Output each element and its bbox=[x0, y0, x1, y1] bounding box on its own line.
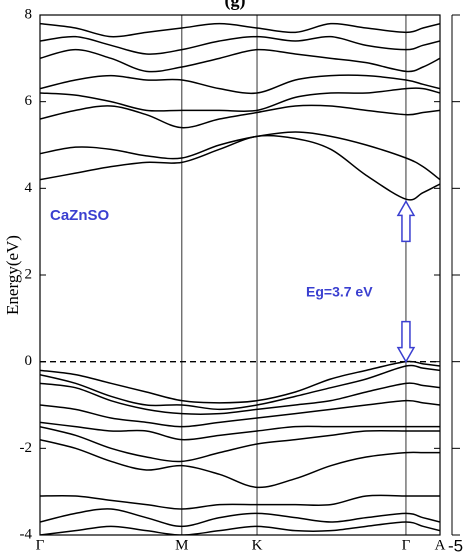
band-line bbox=[40, 425, 440, 463]
band-line bbox=[40, 104, 440, 129]
chart-title: (g) bbox=[225, 0, 246, 11]
y-axis-label: Energy(eV) bbox=[3, 235, 22, 315]
band-line bbox=[40, 521, 440, 535]
band-line bbox=[40, 134, 440, 201]
band-line bbox=[40, 48, 440, 73]
gap-arrow bbox=[396, 199, 416, 243]
compound-label: CaZnSO bbox=[50, 207, 110, 224]
gap-arrow bbox=[396, 320, 416, 364]
band-line bbox=[40, 399, 440, 428]
x-tick-label: K bbox=[252, 537, 263, 553]
band-line bbox=[40, 421, 440, 441]
band-line bbox=[40, 35, 440, 55]
x-tick-label: Γ bbox=[36, 537, 45, 553]
corner-text: -5 bbox=[448, 536, 463, 555]
y-tick-label: 4 bbox=[25, 180, 33, 196]
band-line bbox=[40, 22, 440, 38]
band-line bbox=[40, 494, 440, 510]
band-line bbox=[40, 438, 440, 489]
band-line bbox=[40, 508, 440, 528]
plot-frame bbox=[39, 14, 441, 536]
band-line bbox=[40, 87, 440, 113]
gap-label: Eg=3.7 eV bbox=[306, 284, 373, 300]
y-tick-label: 0 bbox=[25, 353, 33, 369]
x-tick-label: A bbox=[435, 537, 446, 553]
y-tick-label: -2 bbox=[20, 440, 33, 456]
band-line bbox=[40, 382, 440, 415]
x-tick-label: Γ bbox=[402, 537, 411, 553]
band-line bbox=[40, 131, 440, 181]
y-tick-label: 8 bbox=[25, 6, 33, 22]
band-line bbox=[40, 74, 440, 95]
y-tick-label: 6 bbox=[25, 93, 33, 109]
band-line bbox=[40, 364, 440, 411]
y-tick-label: -4 bbox=[20, 526, 33, 542]
x-tick-label: M bbox=[175, 537, 188, 553]
y-tick-label: 2 bbox=[25, 266, 33, 282]
